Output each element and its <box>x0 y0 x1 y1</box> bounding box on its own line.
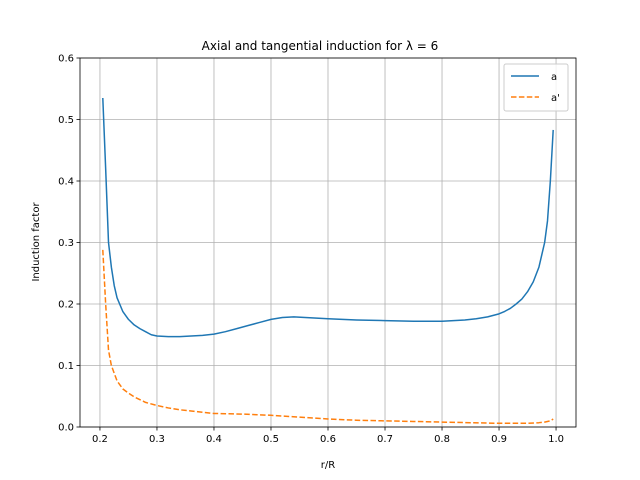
x-tick-label: 0.2 <box>92 434 108 445</box>
x-tick-label: 0.3 <box>149 434 165 445</box>
x-tick-label: 0.4 <box>206 434 222 445</box>
x-tick-label: 0.8 <box>434 434 450 445</box>
x-tick-label: 0.7 <box>377 434 393 445</box>
legend: a a' <box>503 63 569 112</box>
series-line-a <box>102 97 554 338</box>
y-tick-label: 0.4 <box>58 177 74 188</box>
x-tick-label: 0.9 <box>491 434 507 445</box>
y-tick-label: 0.2 <box>58 300 74 311</box>
legend-label-a: a <box>551 72 557 83</box>
x-tick-label: 0.5 <box>263 434 279 445</box>
x-tick-label: 1.0 <box>548 434 564 445</box>
y-axis-label: Induction factor <box>31 202 42 282</box>
legend-label-a-prime: a' <box>551 93 560 104</box>
y-tick-label: 0.6 <box>58 54 74 65</box>
x-axis-label: r/R <box>321 460 335 471</box>
y-tick-label: 0.3 <box>58 238 74 249</box>
y-tick-label: 0.5 <box>58 115 74 126</box>
x-tick-label: 0.6 <box>320 434 336 445</box>
y-tick-label: 0.1 <box>58 361 74 372</box>
series-layer <box>102 97 554 425</box>
x-axis-ticks: 0.2 0.3 0.4 0.5 0.6 0.7 0.8 0.9 1.0 <box>92 427 564 445</box>
y-tick-label: 0.0 <box>58 423 74 434</box>
chart-title: Axial and tangential induction for λ = 6 <box>202 39 439 53</box>
y-axis-ticks: 0.0 0.1 0.2 0.3 0.4 0.5 0.6 <box>58 54 80 434</box>
